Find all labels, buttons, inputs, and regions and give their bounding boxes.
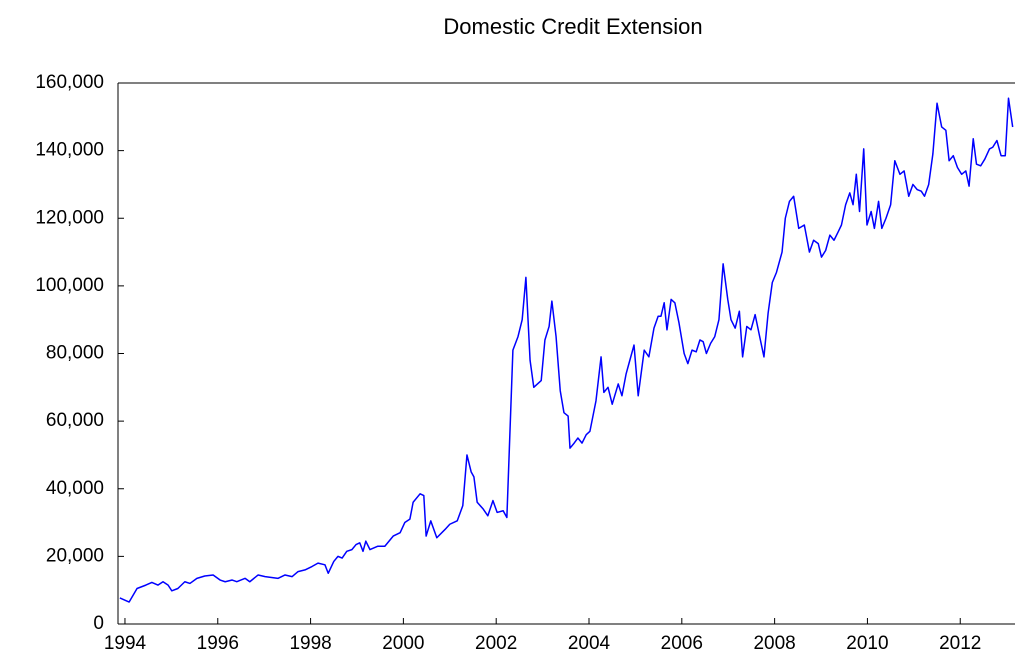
y-tick-label: 100,000: [35, 275, 104, 296]
x-tick-label: 1996: [197, 633, 239, 654]
x-tick-label: 2004: [568, 633, 611, 654]
x-tick-label: 2002: [475, 633, 517, 654]
x-tick-label: 2008: [753, 633, 795, 654]
y-tick-label: 20,000: [46, 545, 104, 566]
x-tick-label: 2010: [846, 633, 888, 654]
chart-title: Domestic Credit Extension: [443, 14, 702, 39]
y-tick-label: 160,000: [35, 72, 104, 93]
y-tick-label: 60,000: [46, 410, 104, 431]
y-tick-label: 120,000: [35, 207, 104, 228]
y-tick-label: 140,000: [35, 140, 104, 161]
x-tick-label: 1994: [104, 633, 147, 654]
x-tick-label: 2012: [939, 633, 981, 654]
x-tick-label: 2000: [382, 633, 424, 654]
x-tick-label: 2006: [661, 633, 703, 654]
data-line: [119, 97, 1014, 603]
y-tick-label: 40,000: [46, 478, 104, 499]
y-tick-label: 0: [93, 613, 104, 634]
x-tick-label: 1998: [289, 633, 331, 654]
y-tick-label: 80,000: [46, 343, 104, 364]
